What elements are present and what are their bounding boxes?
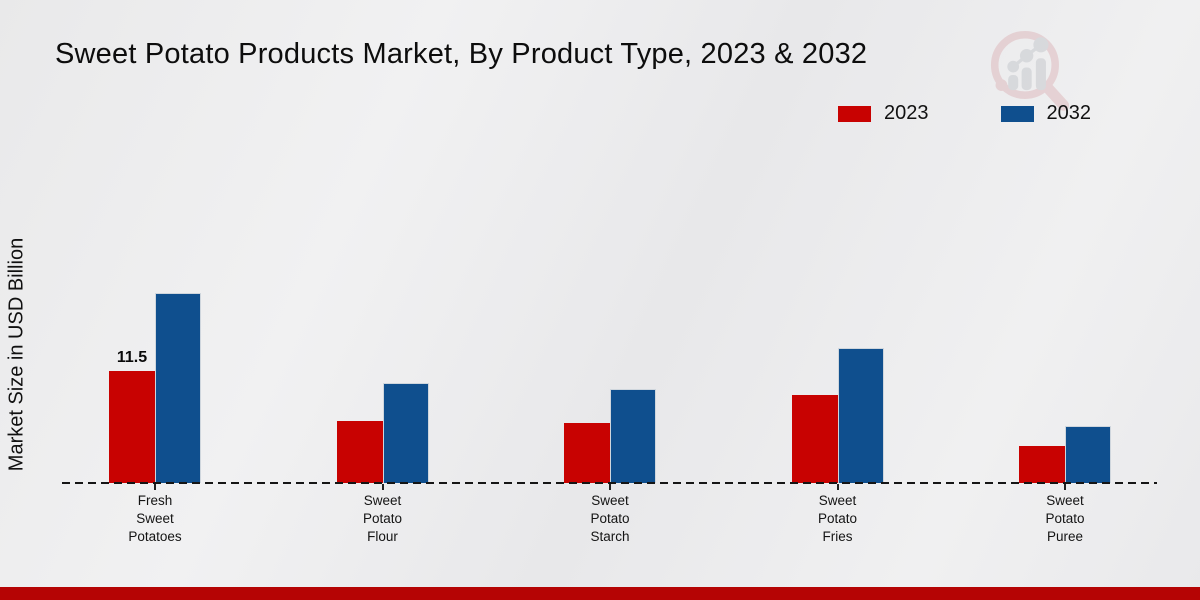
legend-label-2032: 2032 [1046, 102, 1092, 124]
bar-value-label-fresh-sweet-potatoes: 11.5 [116, 349, 148, 366]
bar-2032-sweet-potato-flour [382, 383, 429, 483]
bar-2032-sweet-potato-puree [1065, 426, 1111, 483]
category-label-sweet-potato-puree: Sweet Potato Puree [1045, 493, 1085, 544]
x-axis-tick-sweet-potato-fries [836, 484, 839, 490]
bottom-red-strip [0, 587, 1200, 600]
category-label-sweet-potato-starch: Sweet Potato Starch [590, 493, 630, 544]
x-axis-tick-sweet-potato-starch [609, 484, 611, 490]
bar-2023-sweet-potato-fries [791, 395, 838, 483]
legend: 2023 2032 [838, 102, 1091, 125]
bar-2032-sweet-potato-fries [837, 348, 884, 483]
legend-swatch-2023 [838, 105, 871, 122]
x-axis-dashed-baseline [62, 482, 1157, 484]
legend-item-2032: 2032 [1000, 102, 1092, 125]
legend-item-2023: 2023 [838, 102, 929, 125]
x-axis-tick-fresh-sweet-potatoes [154, 484, 156, 490]
bar-2023-sweet-potato-starch [564, 423, 610, 483]
category-label-sweet-potato-fries: Sweet Potato Fries [817, 493, 858, 544]
chart-title: Sweet Potato Products Market, By Product… [55, 38, 868, 70]
bar-2023-sweet-potato-puree [1019, 446, 1065, 483]
bar-2023-sweet-potato-flour [336, 421, 383, 483]
category-label-sweet-potato-flour: Sweet Potato Flour [362, 493, 403, 544]
category-label-fresh-sweet-potatoes: Fresh Sweet Potatoes [128, 493, 182, 544]
bar-2023-fresh-sweet-potatoes [109, 371, 155, 483]
legend-label-2023: 2023 [884, 102, 929, 124]
x-axis-tick-sweet-potato-flour [381, 484, 384, 490]
bar-2032-fresh-sweet-potatoes [155, 293, 201, 483]
legend-swatch-2032 [1000, 105, 1034, 122]
market-research-watermark-logo [990, 30, 1070, 111]
x-axis-tick-sweet-potato-puree [1064, 484, 1066, 490]
bar-2032-sweet-potato-starch [610, 389, 656, 483]
